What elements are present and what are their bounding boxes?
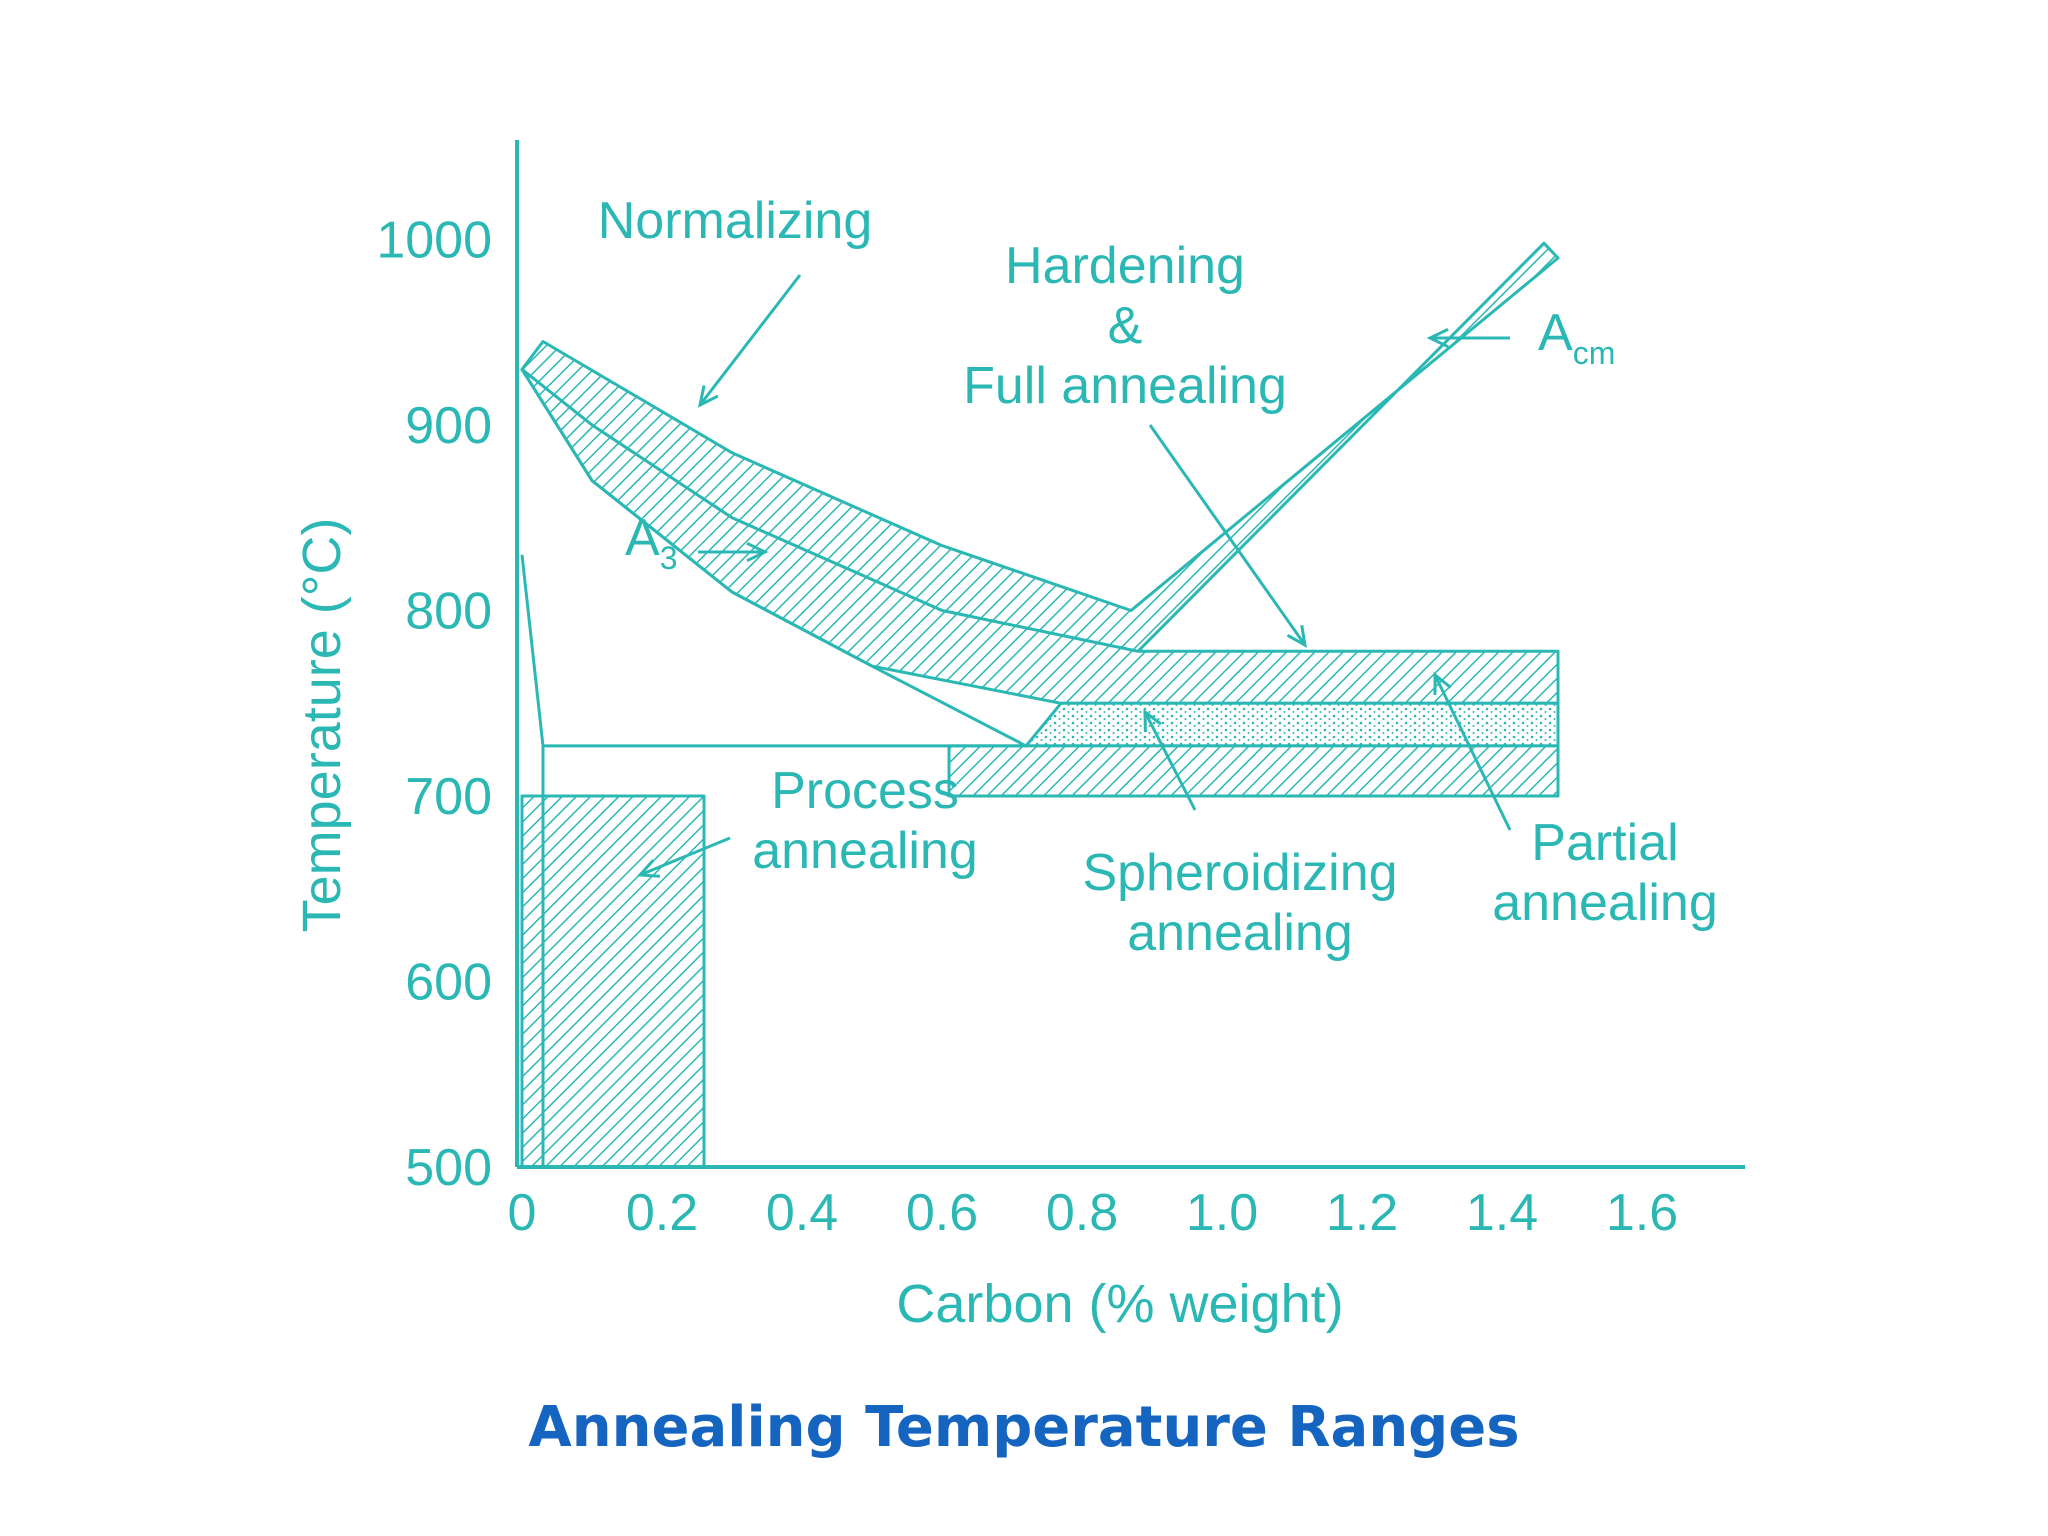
label-partial-annealing: Partial annealing bbox=[1492, 814, 1718, 932]
axes bbox=[515, 140, 1745, 1169]
y-tick-label: 800 bbox=[405, 583, 492, 641]
x-tick-label: 0.2 bbox=[626, 1184, 698, 1242]
y-tick-label: 1000 bbox=[376, 212, 492, 270]
regions-layer bbox=[520, 241, 1560, 1169]
label-process-annealing: Process annealing bbox=[752, 762, 978, 880]
leader-process-annealing-head bbox=[636, 859, 661, 878]
figure-caption: Annealing Temperature Ranges bbox=[528, 1395, 1520, 1460]
x-tick-label: 1.2 bbox=[1326, 1184, 1398, 1242]
label-acm-curve: Acm bbox=[1538, 304, 1615, 371]
x-tick-label: 0.6 bbox=[906, 1184, 978, 1242]
x-tick-label: 1.6 bbox=[1606, 1184, 1678, 1242]
leader-spheroidizing-annealing bbox=[1143, 711, 1197, 811]
region-normalizing bbox=[520, 241, 1560, 653]
leader-partial-annealing-head bbox=[1433, 671, 1452, 696]
y-tick-label: 500 bbox=[405, 1139, 492, 1197]
leader-acm-curve-head bbox=[1426, 327, 1449, 349]
region-spheroidizing-annealing bbox=[947, 744, 1560, 798]
a3-curve bbox=[520, 368, 1027, 748]
curves-layer bbox=[520, 368, 1027, 1167]
region-labels: Normalizing Hardening & Full annealing Parti… bbox=[598, 192, 1718, 962]
x-axis-label: Carbon (% weight) bbox=[896, 1274, 1343, 1334]
x-tick-label: 0.8 bbox=[1046, 1184, 1118, 1242]
leader-process-annealing bbox=[639, 836, 731, 877]
label-hardening-full-annealing: Hardening & Full annealing bbox=[963, 237, 1287, 415]
x-tick-label: 0 bbox=[508, 1184, 537, 1242]
leader-hardening-full-annealing bbox=[1148, 424, 1307, 646]
leader-hardening-full-annealing-head bbox=[1286, 625, 1307, 648]
leader-spheroidizing-annealing-head bbox=[1143, 708, 1162, 733]
x-tick-label: 1.4 bbox=[1466, 1184, 1538, 1242]
label-a3-curve: A3 bbox=[625, 509, 677, 576]
region-process-annealing bbox=[520, 794, 706, 1169]
region-partial-annealing bbox=[1024, 701, 1560, 748]
leader-a3-curve-head bbox=[746, 541, 769, 563]
leader-normalizing bbox=[698, 274, 802, 406]
y-tick-label: 600 bbox=[405, 954, 492, 1012]
leader-normalizing-head bbox=[697, 385, 719, 408]
y-tick-label: 700 bbox=[405, 768, 492, 826]
label-spheroidizing-annealing: Spheroidizing annealing bbox=[1082, 844, 1397, 962]
x-tick-label: 0.4 bbox=[766, 1184, 838, 1242]
leader-partial-annealing bbox=[1433, 674, 1512, 831]
y-tick-label: 900 bbox=[405, 397, 492, 455]
tick-labels: 0 0.2 0.4 0.6 0.8 1.0 1.2 1.4 1.6 500 600 700 800 900… bbox=[376, 212, 1678, 1243]
ferrite-boundary-line bbox=[520, 554, 545, 1167]
x-tick-label: 1.0 bbox=[1186, 1184, 1258, 1242]
y-axis-label: Temperature (°C) bbox=[292, 518, 352, 933]
label-normalizing: Normalizing bbox=[598, 192, 873, 250]
